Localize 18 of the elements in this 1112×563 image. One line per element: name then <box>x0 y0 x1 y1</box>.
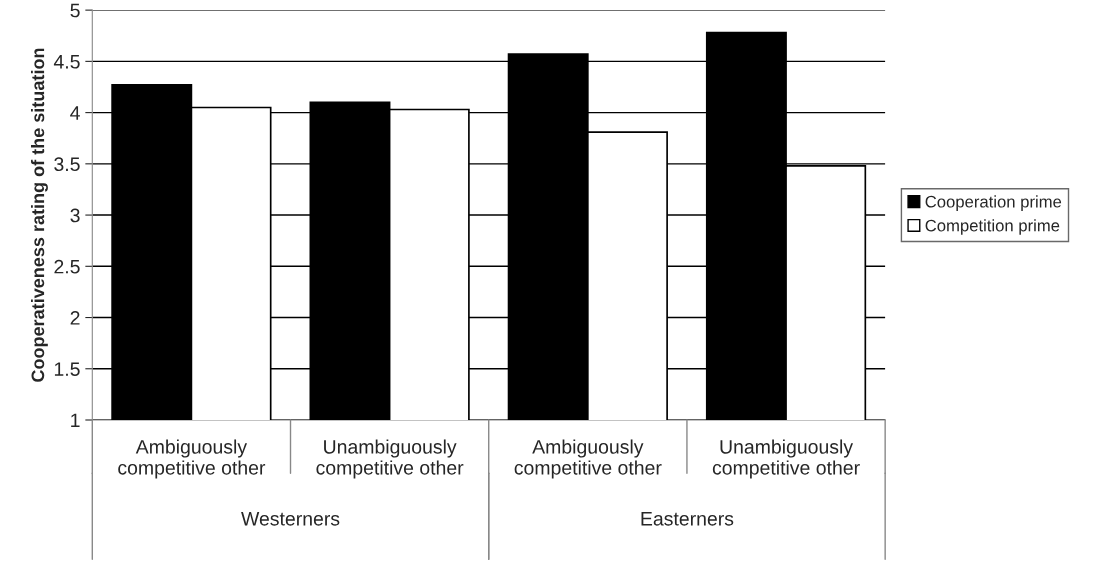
y-tick-label: 4.5 <box>53 55 80 69</box>
legend-label: Cooperation prime <box>925 195 1062 211</box>
y-tick-label: 5 <box>70 3 80 18</box>
y-axis-title: Cooperativeness rating of the situation <box>31 48 48 382</box>
text: Westerners <box>241 512 340 526</box>
y-tick-label: 1 <box>71 413 80 428</box>
x-tick-label: Ambiguously competitive other <box>514 439 662 479</box>
y-tick-label: 4 <box>70 106 80 120</box>
y-tick-label: 3.5 <box>54 157 80 172</box>
x-tick-label: Unambiguously competitive other <box>712 439 860 479</box>
y-tick-label: 1.5 <box>54 362 80 376</box>
legend-label: Competition prime <box>925 219 1060 235</box>
y-tick-label: 3 <box>70 208 80 223</box>
y-tick-label: 2.5 <box>54 259 80 274</box>
y-tick-label: 2 <box>70 311 80 325</box>
x-tick-label: Unambiguously competitive other <box>316 439 464 479</box>
x-tick-label: Ambiguously competitive other <box>118 439 266 479</box>
text: Easterners <box>641 512 734 526</box>
